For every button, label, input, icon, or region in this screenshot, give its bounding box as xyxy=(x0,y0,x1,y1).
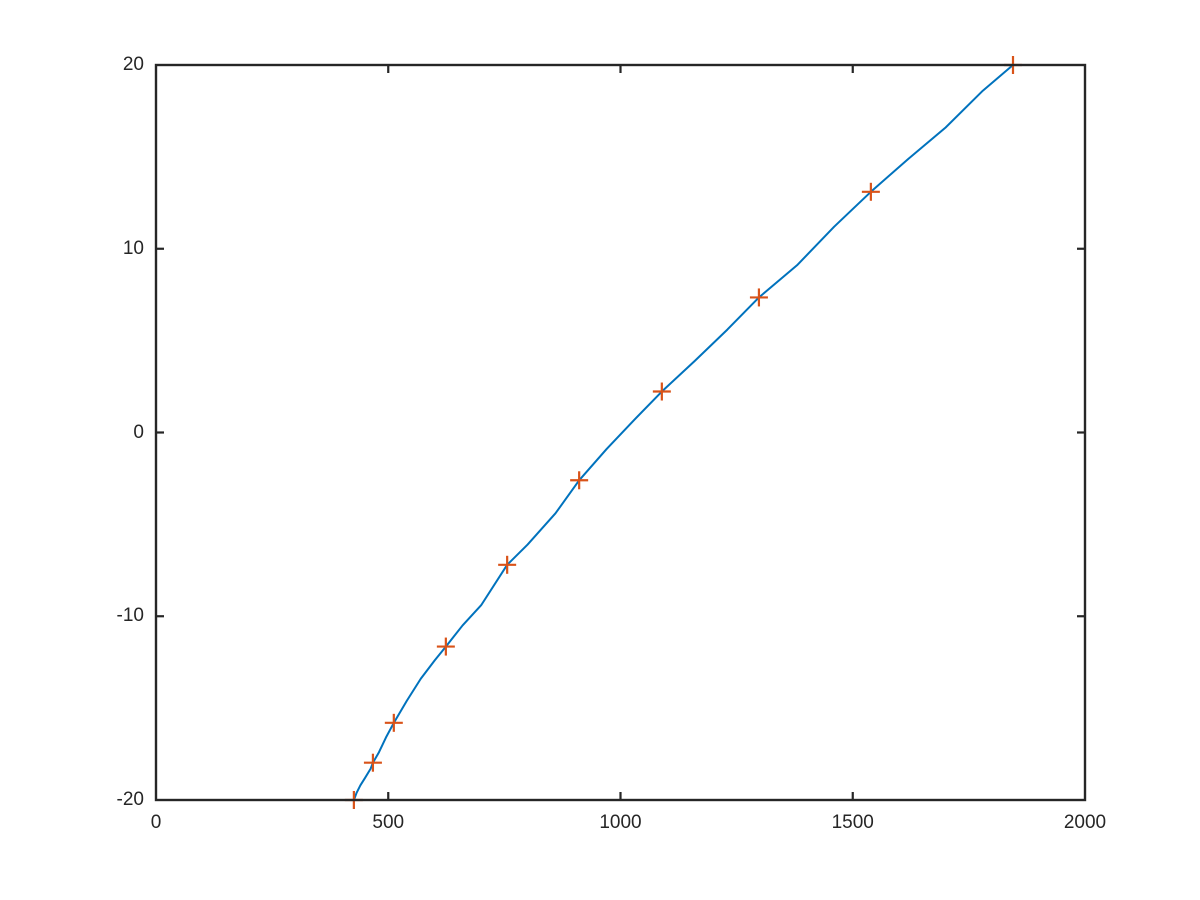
tick-marks xyxy=(156,65,1085,800)
y-tick-label: 20 xyxy=(122,54,144,75)
y-tick-label: 10 xyxy=(122,237,144,259)
data-marker xyxy=(861,182,880,201)
x-tick-label: 500 xyxy=(372,812,405,833)
x-tick-label: 2000 xyxy=(1063,812,1107,833)
data-marker xyxy=(498,555,517,574)
y-tick-label: -20 xyxy=(116,789,144,810)
data-marker xyxy=(749,288,768,307)
data-marker xyxy=(384,713,403,732)
data-marker xyxy=(652,382,671,401)
x-tick-label: 0 xyxy=(150,812,162,833)
data-marker xyxy=(436,637,455,656)
x-tick-label: 1000 xyxy=(599,812,642,833)
y-tick-label: 0 xyxy=(133,421,144,443)
axes-background xyxy=(156,65,1085,800)
axes-box-outline xyxy=(154,63,1087,802)
y-tick-label: -10 xyxy=(116,605,144,627)
data-marker xyxy=(363,753,382,772)
data-marker xyxy=(570,471,589,490)
x-tick-label: 1500 xyxy=(831,812,874,833)
